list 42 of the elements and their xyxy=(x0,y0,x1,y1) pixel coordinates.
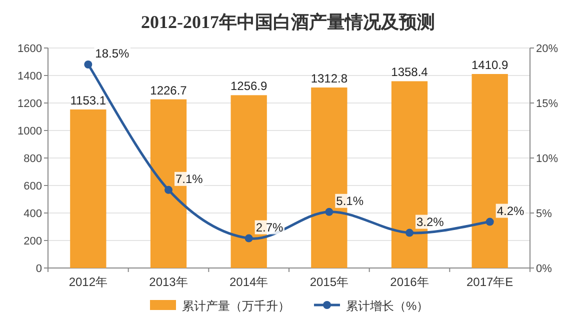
x-tick-label: 2013年 xyxy=(149,275,188,289)
bar xyxy=(70,109,106,268)
x-tick-label: 2012年 xyxy=(68,275,108,289)
y-tick-label: 600 xyxy=(24,180,42,192)
point xyxy=(164,186,172,194)
data-label: 2.7% xyxy=(256,220,284,234)
legend-label: 累计增长（%） xyxy=(346,299,429,313)
x-tick-label: 2014年 xyxy=(229,275,268,289)
data-label: 1358.4 xyxy=(391,65,428,80)
point xyxy=(244,234,253,242)
x-tick-label: 2015年 xyxy=(310,275,349,289)
y-tick-label: 1000 xyxy=(18,126,42,138)
y2-tick-label: 15% xyxy=(536,98,558,110)
legend-label: 累计产量（万千升） xyxy=(182,299,290,313)
data-label: 1226.7 xyxy=(150,83,188,98)
y-tick-label: 800 xyxy=(24,153,42,165)
data-label: 1256.9 xyxy=(230,79,268,94)
chart-title: 2012-2017年中国白酒产量情况及预测 xyxy=(141,12,435,32)
y2-tick-label: 20% xyxy=(536,43,558,55)
point xyxy=(84,60,92,68)
y-tick-label: 400 xyxy=(24,208,42,220)
y-tick-label: 1400 xyxy=(18,70,42,82)
y-tick-label: 0 xyxy=(36,263,42,275)
point xyxy=(486,218,494,226)
data-label: 1312.8 xyxy=(310,71,348,86)
data-label: 7.1% xyxy=(176,172,204,186)
data-label: 4.2% xyxy=(496,204,525,218)
y2-tick-label: 5% xyxy=(536,208,552,220)
y-tick-label: 1200 xyxy=(18,98,42,110)
y-tick-label: 200 xyxy=(24,236,42,248)
data-label: 1410.9 xyxy=(471,58,509,72)
y2-tick-label: 0% xyxy=(536,263,552,275)
y2-tick-label: 10% xyxy=(536,153,558,165)
data-label: 3.2% xyxy=(416,214,444,229)
x-tick-label: 2017年E xyxy=(466,275,514,289)
y-tick-label: 1600 xyxy=(18,43,42,55)
x-tick-label: 2016年 xyxy=(390,275,429,289)
data-label: 1153.1 xyxy=(70,93,106,108)
point xyxy=(325,208,334,216)
data-label: 18.5% xyxy=(95,46,130,60)
point xyxy=(406,228,414,237)
data-label: 5.1% xyxy=(336,194,364,208)
